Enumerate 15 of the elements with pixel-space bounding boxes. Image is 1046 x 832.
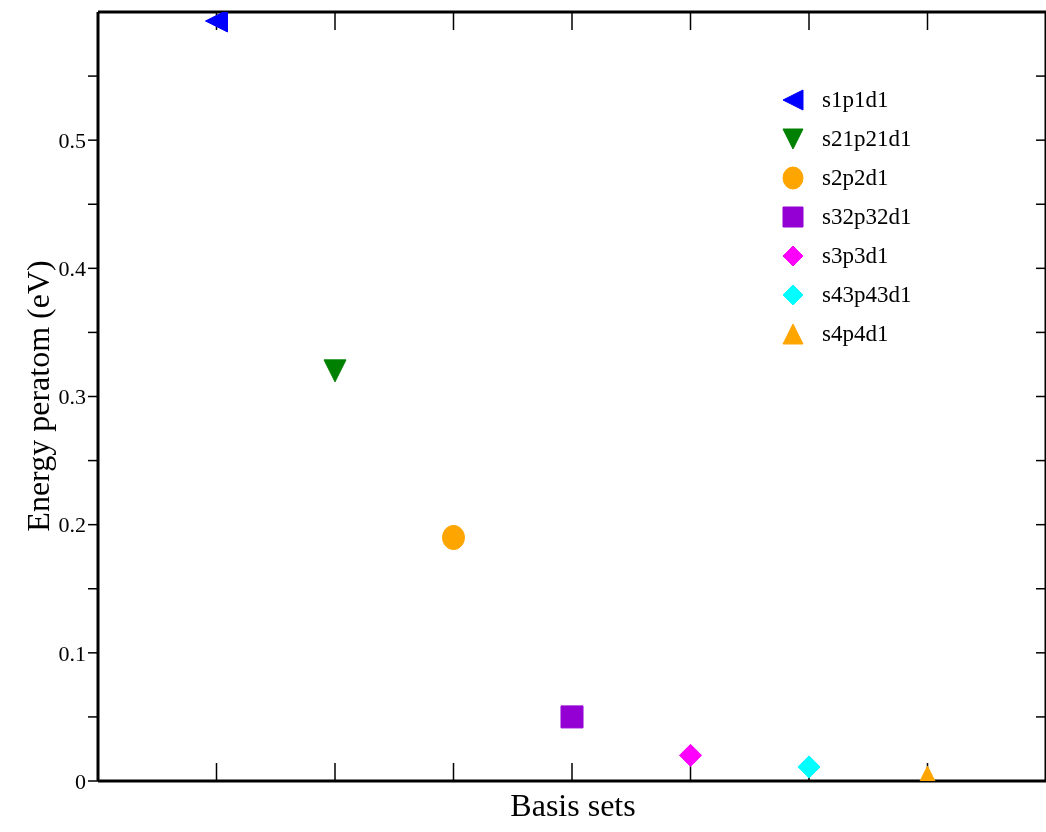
y-tick-label: 0.2 <box>58 512 86 538</box>
x-axis-title: Basis sets <box>510 787 636 823</box>
legend-label: s43p43d1 <box>822 281 912 308</box>
y-tick-label: 0.3 <box>58 384 86 410</box>
legend-label: s21p21d1 <box>822 125 912 152</box>
y-tick-label: 0.4 <box>58 256 86 282</box>
y-tick-label: 0.5 <box>58 127 86 153</box>
y-tick-label: 0.1 <box>58 640 86 666</box>
y-tick-label: 0 <box>75 768 86 794</box>
legend-label: s3p3d1 <box>822 242 889 269</box>
legend-label: s32p32d1 <box>822 203 912 230</box>
legend-label: s2p2d1 <box>822 164 889 191</box>
y-axis-title: Energy peratom (eV) <box>20 260 56 532</box>
legend-label: s4p4d1 <box>822 320 889 347</box>
legend-label: s1p1d1 <box>822 86 889 113</box>
